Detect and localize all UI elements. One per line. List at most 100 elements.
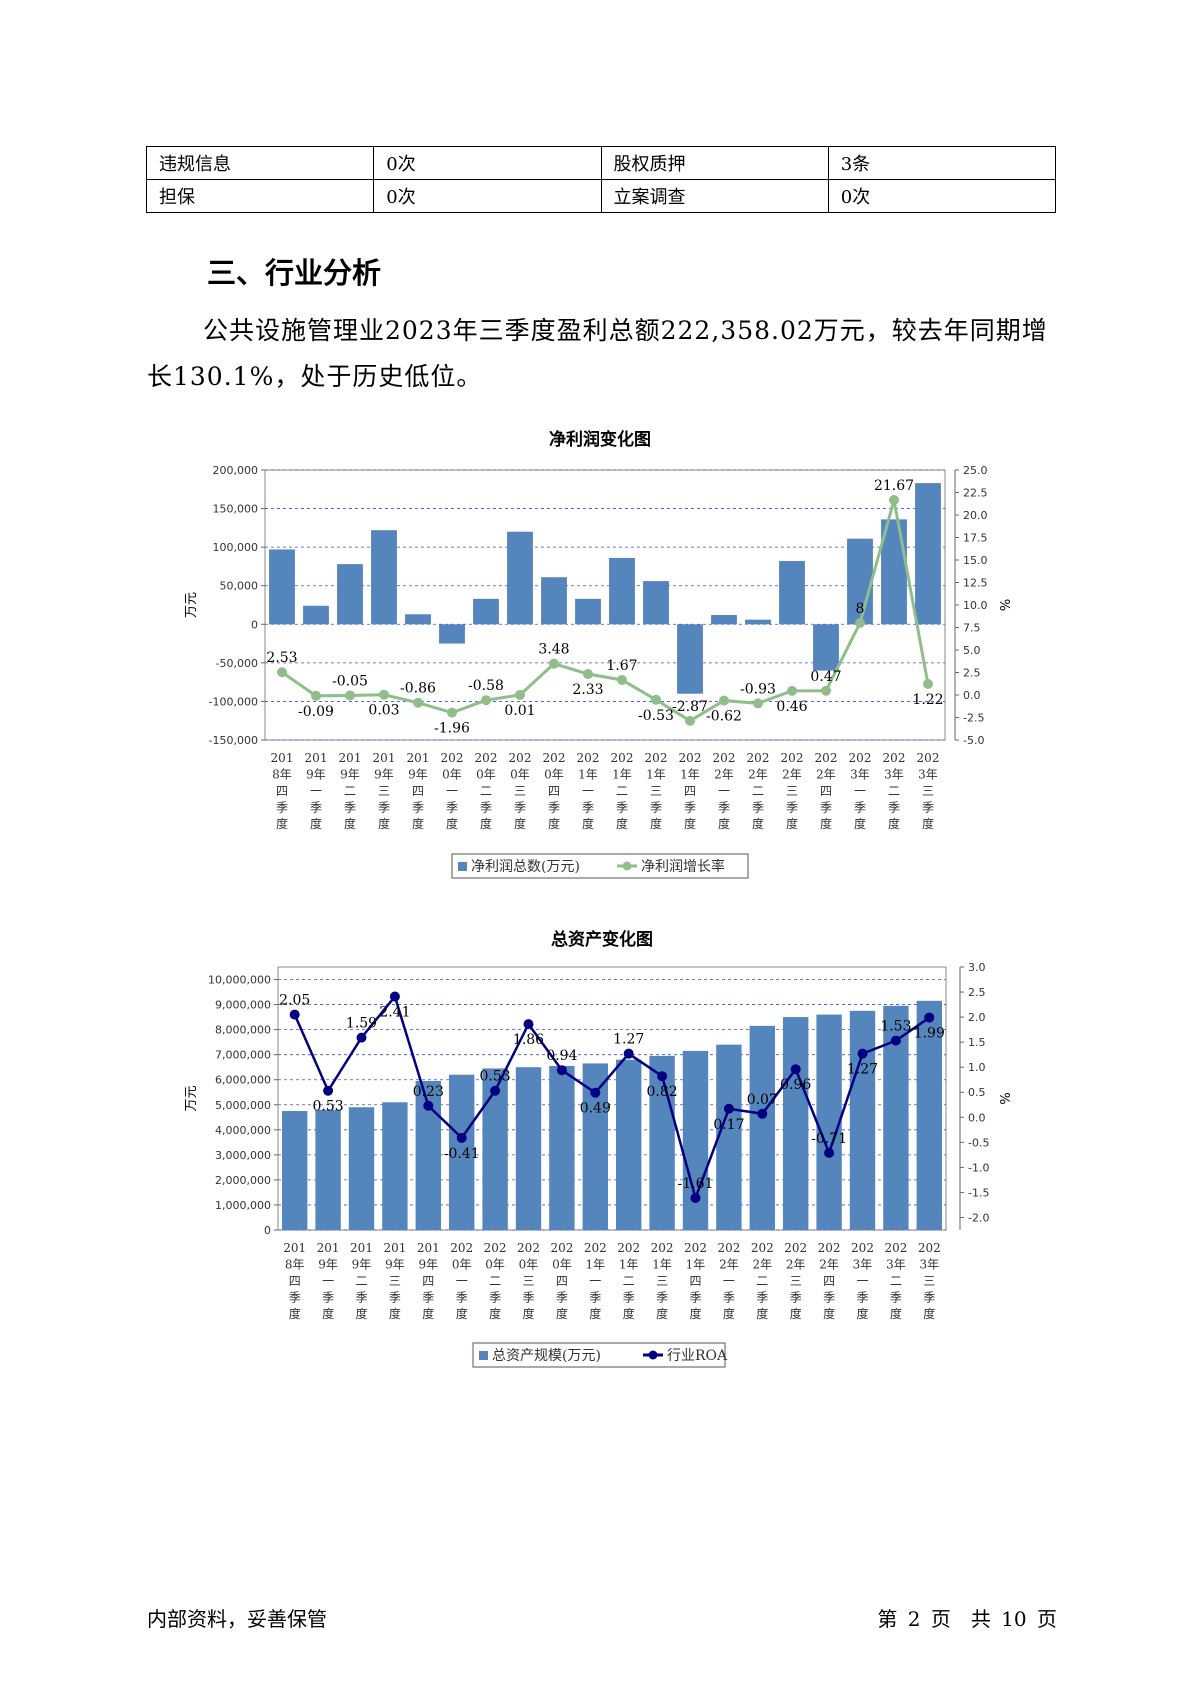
table-row: 担保 0次 立案调查 0次 xyxy=(145,179,1057,213)
x-tick-label-part: 度 xyxy=(289,1306,301,1321)
x-tick-label-part: 季 xyxy=(489,1291,501,1305)
x-tick-label-part: 度 xyxy=(756,1306,768,1321)
y2-tick-label: -1.5 xyxy=(968,1186,989,1199)
line-point xyxy=(345,690,355,701)
x-tick-label-part: 2年 xyxy=(719,1258,739,1272)
section-title: 三、行业分析 xyxy=(207,256,382,290)
line-point xyxy=(456,1132,467,1143)
x-tick-label-part: 度 xyxy=(344,816,356,831)
y2-tick-label: 1.0 xyxy=(968,1061,986,1074)
x-tick-label-part: 2年 xyxy=(714,768,734,782)
x-tick-label-part: 度 xyxy=(412,816,424,831)
x-tick-label-part: 二 xyxy=(890,1274,902,1288)
x-tick-label-part: 202 xyxy=(849,751,872,765)
line-point xyxy=(389,991,400,1002)
bar xyxy=(745,619,771,625)
point-label: 2.33 xyxy=(572,682,603,698)
x-tick-label-part: 202 xyxy=(717,1241,740,1255)
y-tick-label: 3,000,000 xyxy=(215,1149,271,1162)
x-tick-label-part: 季 xyxy=(856,1291,868,1305)
x-tick-label-part: 季 xyxy=(582,801,594,815)
y-tick-label: -150,000 xyxy=(209,734,258,747)
x-tick-label: 202 0年二季度 xyxy=(484,1241,507,1321)
x-tick-label-part: 季 xyxy=(854,801,866,815)
x-tick-label-part: 2年 xyxy=(819,1258,839,1272)
legend-box xyxy=(451,853,749,879)
x-tick-label-part: 度 xyxy=(718,816,730,831)
total-assets-chart: 总资产变化图 10,000,000 9,000,000 8,000,000 7,000,… xyxy=(184,929,1014,1368)
x-tick-label-part: 201 xyxy=(383,1241,406,1255)
legend-bar-label: 总资产规模(万元) xyxy=(492,1348,601,1364)
x-tick-label-part: 季 xyxy=(422,1291,434,1305)
x-tick-label-part: 9年 xyxy=(374,768,394,782)
x-tick-label-part: 四 xyxy=(684,784,696,798)
y-tick-label: 1,000,000 xyxy=(215,1199,271,1212)
x-tick-label: 201 9年三季度 xyxy=(383,1241,406,1321)
bar xyxy=(575,598,601,625)
y2-tick-label: 0.0 xyxy=(968,1111,986,1124)
x-tick-label-part: 二 xyxy=(623,1274,635,1288)
legend-box xyxy=(472,1342,726,1368)
x-tick-label-part: 季 xyxy=(522,1291,534,1305)
y2-tick-label: 2.5 xyxy=(963,667,981,680)
x-tick-label-part: 季 xyxy=(548,801,560,815)
point-label: 1.27 xyxy=(847,1062,878,1078)
line-point xyxy=(723,1103,734,1114)
x-tick-label: 202 2年二季度 xyxy=(751,1241,774,1321)
point-label: -0.86 xyxy=(400,681,436,697)
x-tick-label-part: 季 xyxy=(718,801,730,815)
x-tick-label-part: 度 xyxy=(322,1306,334,1321)
x-tick-label-part: 三 xyxy=(923,1274,935,1288)
x-tick-label-part: 度 xyxy=(489,1306,501,1321)
line-point xyxy=(824,1147,835,1158)
point-label: 0.53 xyxy=(313,1099,344,1115)
bar xyxy=(282,1111,308,1230)
point-label: 0.47 xyxy=(810,669,841,685)
legend-bar-swatch xyxy=(458,862,467,871)
table-row: 违规信息 0次 股权质押 3条 xyxy=(145,146,1057,180)
point-label: 1.99 xyxy=(914,1026,945,1042)
series-line xyxy=(293,993,931,1202)
line-point xyxy=(617,674,627,685)
point-label: 2.53 xyxy=(266,650,297,666)
x-tick-label-part: 季 xyxy=(888,801,900,815)
x-tick-label-part: 201 xyxy=(407,751,430,765)
info-table-body: 违规信息 0次 股权质押 3条 担保 0次 立案调查 0次 xyxy=(145,146,1057,213)
line-point xyxy=(923,679,933,690)
x-tick-label-part: 一 xyxy=(589,1274,601,1288)
x-tick-label: 202 3年一季度 xyxy=(849,751,872,831)
x-tick-label-part: 201 xyxy=(283,1241,306,1255)
x-tick-label-part: 二 xyxy=(616,784,628,798)
line-point xyxy=(481,695,491,706)
bar xyxy=(405,614,431,625)
x-tick-label-part: 季 xyxy=(823,1291,835,1305)
y2-tick-label: -1.0 xyxy=(968,1161,989,1174)
x-tick-label-part: 三 xyxy=(790,1274,802,1288)
x-tick-label-part: 2年 xyxy=(782,768,802,782)
y-tick-label: 4,000,000 xyxy=(215,1124,271,1137)
x-tick-label-part: 2年 xyxy=(748,768,768,782)
x-tick-label-part: 季 xyxy=(589,1291,601,1305)
bar xyxy=(682,1050,709,1230)
x-tick-label: 202 2年四季度 xyxy=(818,1241,841,1321)
x-tick-label: 202 2年一季度 xyxy=(717,1241,740,1321)
x-tick-label-part: 季 xyxy=(378,801,390,815)
point-label: -0.41 xyxy=(444,1146,480,1162)
y-tick-label: 9,000,000 xyxy=(215,999,271,1012)
y-tick-label: 5,000,000 xyxy=(215,1099,271,1112)
x-tick-label-part: 三 xyxy=(522,1274,534,1288)
x-tick-label-part: 9年 xyxy=(408,768,428,782)
x-tick-label-part: 1年 xyxy=(612,768,632,782)
point-label: 0.23 xyxy=(413,1084,444,1100)
x-tick-label-part: 201 xyxy=(317,1241,340,1255)
x-tick-label-part: 三 xyxy=(786,784,798,798)
x-tick-label-part: 度 xyxy=(582,816,594,831)
x-tick-label-part: 202 xyxy=(751,1241,774,1255)
x-tick-label-part: 201 xyxy=(305,751,328,765)
x-tick-label-part: 202 xyxy=(441,751,464,765)
x-tick-label-part: 度 xyxy=(854,816,866,831)
x-tick-label-part: 202 xyxy=(884,1241,907,1255)
x-tick-label-part: 四 xyxy=(422,1274,434,1288)
x-tick-label-part: 度 xyxy=(589,1306,601,1321)
x-tick-label: 201 9年二季度 xyxy=(339,751,362,831)
